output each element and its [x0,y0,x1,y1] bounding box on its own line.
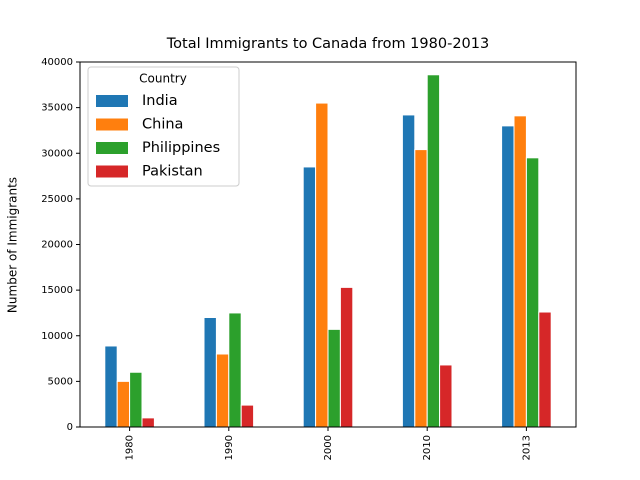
y-tick-label: 30000 [41,148,73,159]
bar [538,311,552,428]
bar [228,312,242,428]
bar [129,371,143,428]
x-tick-label: 2013 [521,435,532,460]
legend-label: China [142,117,183,133]
bar [401,114,416,428]
y-tick-label: 15000 [41,285,73,296]
x-tick-label: 1990 [224,435,235,460]
legend-swatch [96,142,128,154]
bar [240,404,255,428]
x-tick-label: 2000 [323,435,334,460]
y-tick-label: 25000 [41,194,73,205]
legend-swatch [96,118,128,131]
bar [215,353,230,428]
bar [426,74,441,428]
bar [141,417,155,428]
y-tick-label: 35000 [41,103,73,114]
legend-label: Philippines [142,140,220,156]
bar [315,102,329,428]
bar [513,115,527,428]
bar [104,345,118,428]
bar [339,286,354,428]
bar [525,157,540,428]
chart-title: Total Immigrants to Canada from 1980-201… [166,36,489,52]
y-tick-label: 40000 [41,57,73,68]
legend-swatch [96,165,128,178]
y-tick-label: 10000 [41,331,73,342]
bar [501,125,515,428]
y-axis-label: Number of Immigrants [6,177,20,313]
legend-label: Pakistan [142,164,203,180]
bar [203,317,217,428]
bar [439,364,453,428]
x-tick-label: 1980 [125,435,136,460]
y-tick-label: 20000 [41,240,73,251]
legend-label: India [142,93,178,109]
bar [414,149,428,428]
y-tick-label: 0 [67,422,73,433]
x-tick-label: 2010 [422,435,433,460]
bar [302,166,317,428]
y-tick-label: 5000 [48,376,73,387]
bar [116,380,131,428]
bar [327,328,341,428]
legend-title: Country [139,72,187,86]
legend-swatch [96,95,128,107]
plot-frame [79,61,577,428]
